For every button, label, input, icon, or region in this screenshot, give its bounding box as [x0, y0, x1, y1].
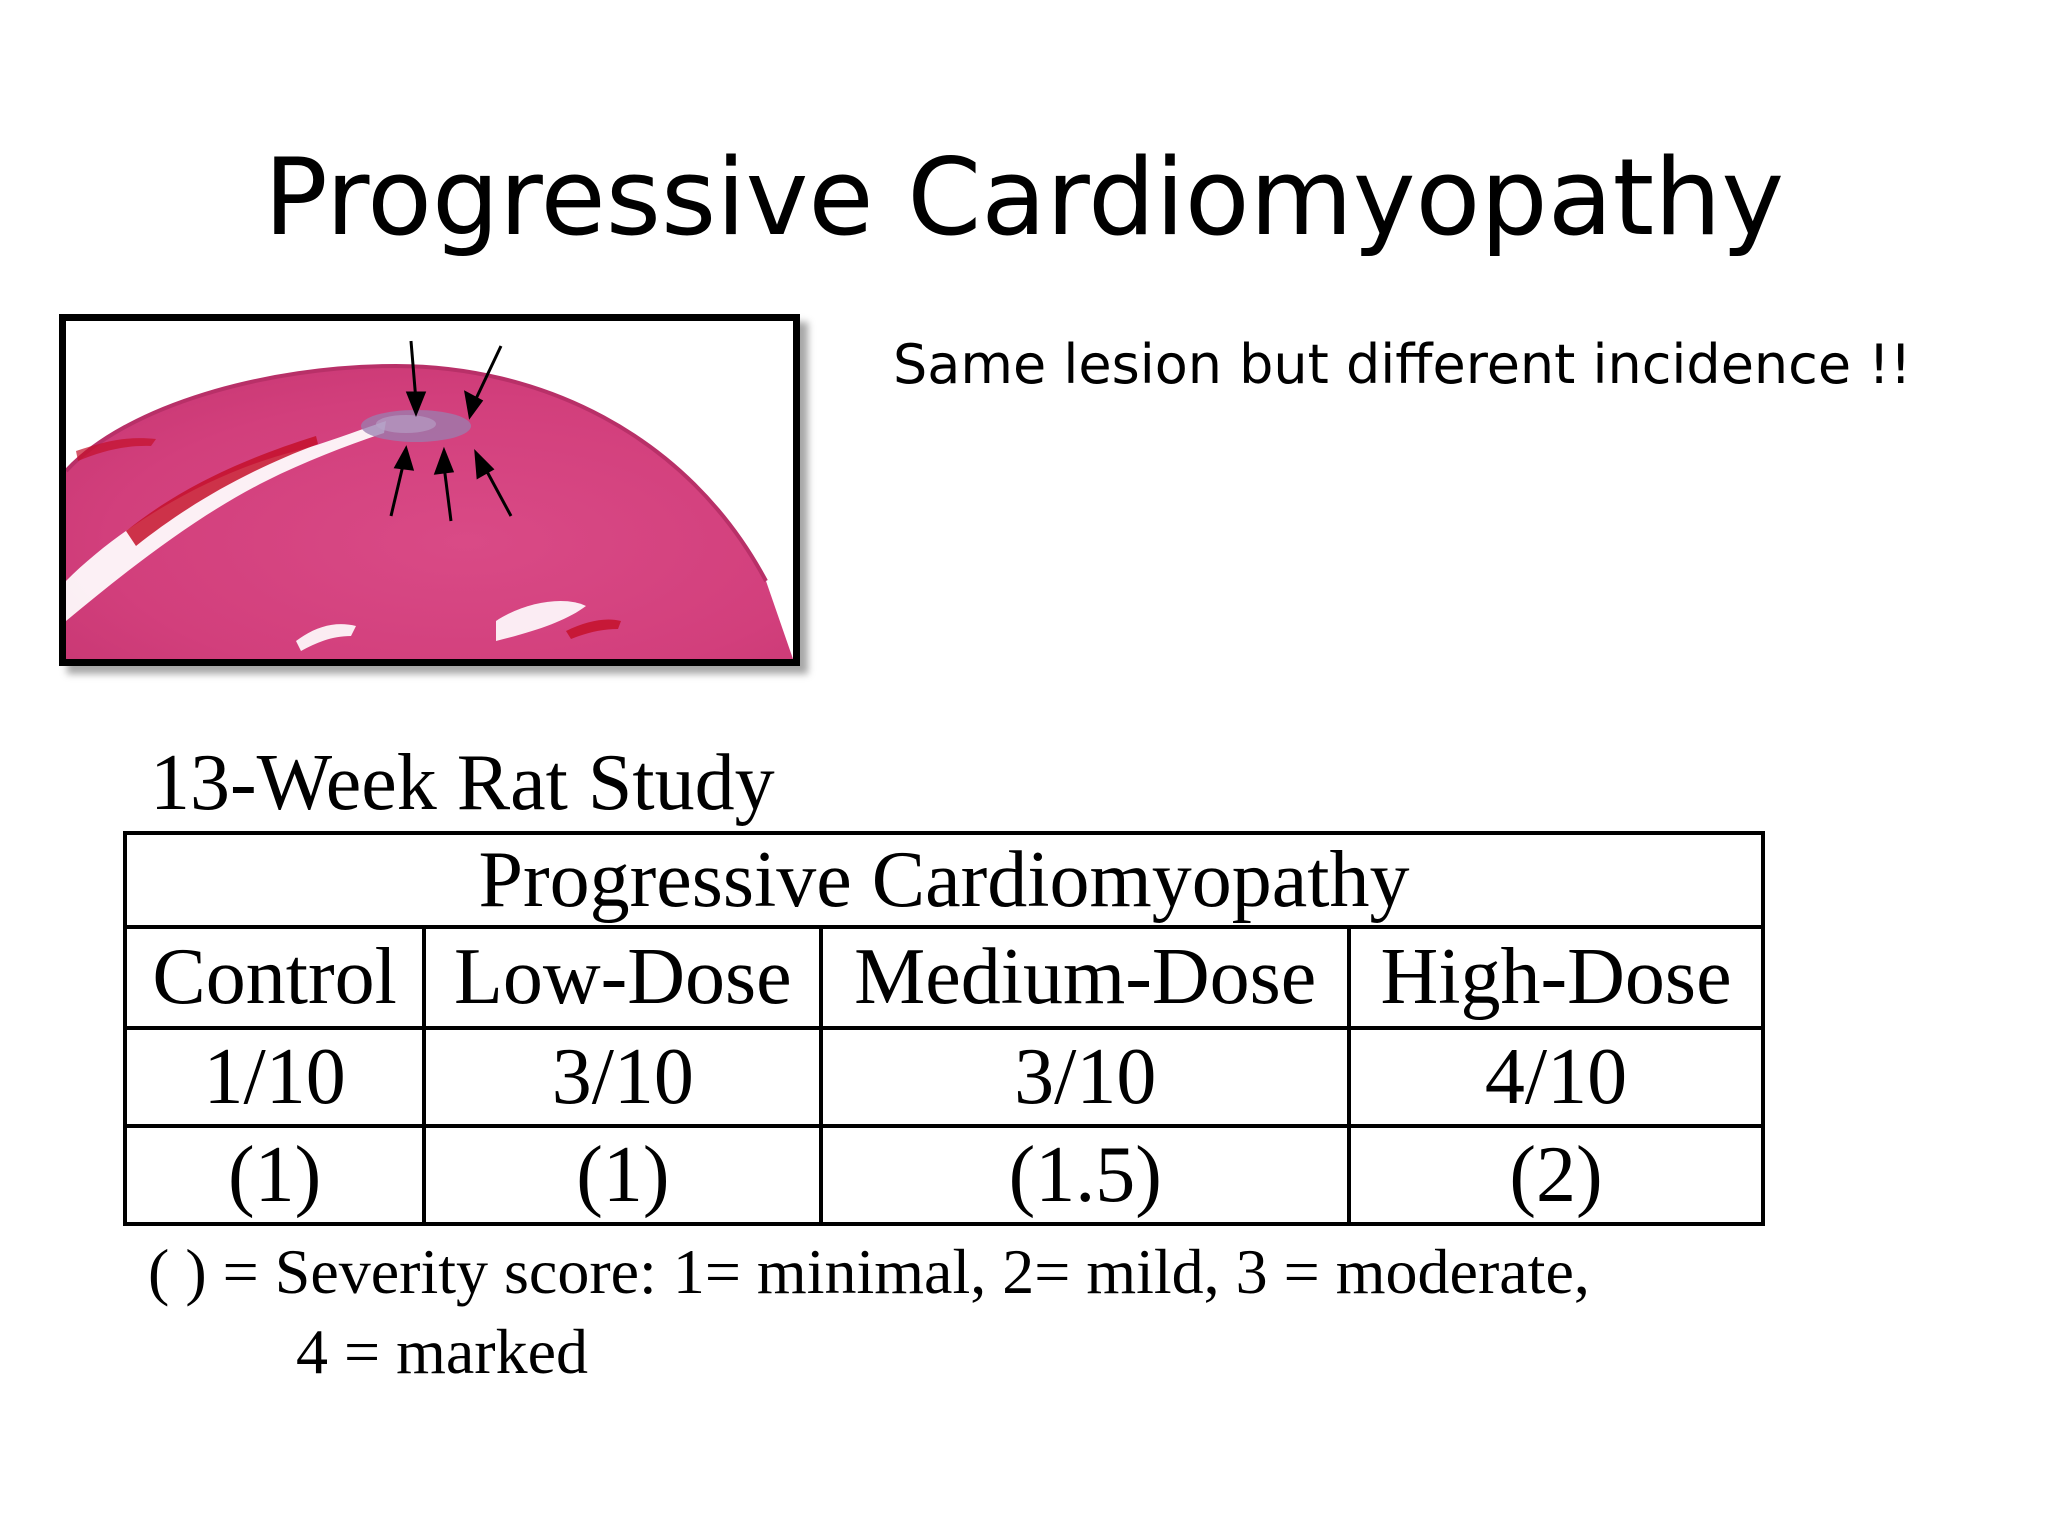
severity-footnote: ( ) = Severity score: 1= minimal, 2= mil…: [148, 1232, 1590, 1392]
slide-title: Progressive Cardiomyopathy: [263, 136, 1785, 259]
study-caption: 13-Week Rat Study: [150, 739, 775, 827]
severity-low-dose: (1): [422, 1124, 824, 1226]
table-header: Progressive Cardiomyopathy: [123, 831, 1765, 929]
histology-micrograph-icon: [66, 321, 793, 659]
group-low-dose: Low-Dose: [422, 925, 824, 1030]
table-header-row: Progressive Cardiomyopathy: [123, 831, 1765, 929]
results-table: Progressive Cardiomyopathy Control Low-D…: [122, 831, 1765, 1226]
group-medium-dose: Medium-Dose: [819, 925, 1352, 1030]
footnote-line-2: 4 = marked: [296, 1316, 588, 1387]
severity-medium-dose: (1.5): [819, 1124, 1352, 1226]
incidence-medium-dose: 3/10: [819, 1026, 1352, 1128]
severity-high-dose: (2): [1347, 1124, 1765, 1226]
slide-subtitle: Same lesion but different incidence !!: [893, 333, 1912, 396]
severity-control: (1): [122, 1124, 427, 1226]
table-group-row: Control Low-Dose Medium-Dose High-Dose: [122, 925, 1765, 1030]
incidence-high-dose: 4/10: [1347, 1026, 1765, 1128]
group-control: Control: [122, 925, 427, 1030]
table-row-severity: (1) (1) (1.5) (2): [122, 1124, 1765, 1226]
footnote-line-1: ( ) = Severity score: 1= minimal, 2= mil…: [148, 1236, 1590, 1307]
group-high-dose: High-Dose: [1347, 925, 1765, 1030]
incidence-low-dose: 3/10: [422, 1026, 824, 1128]
table-row-incidence: 1/10 3/10 3/10 4/10: [122, 1026, 1765, 1128]
histology-image: [59, 314, 800, 666]
incidence-control: 1/10: [122, 1026, 427, 1128]
